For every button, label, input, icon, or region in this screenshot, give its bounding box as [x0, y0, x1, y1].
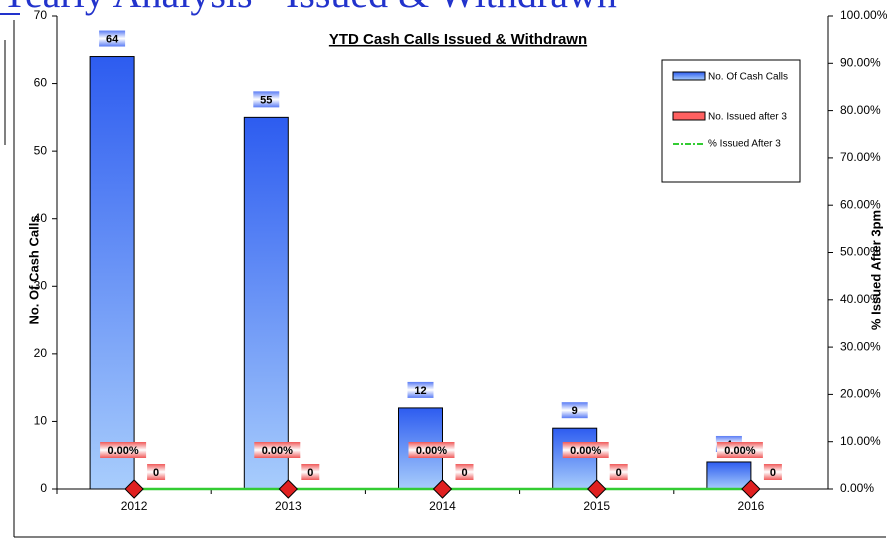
- x-tick-label: 2016: [738, 499, 765, 513]
- data-label-box: [562, 442, 609, 458]
- y2-tick-label: 70.00%: [840, 150, 881, 164]
- banner: Yearly Analysis - Issued & Withdrawn: [0, 0, 617, 16]
- y-tick-label: 0: [40, 481, 47, 495]
- data-label-box: [561, 402, 588, 419]
- y-tick-label: 30: [34, 278, 48, 292]
- data-label: 0: [770, 467, 776, 479]
- bar: [243, 116, 289, 490]
- y-axis-title: No. Of Cash Calls: [26, 215, 41, 324]
- y2-tick-label: 0.00%: [840, 481, 874, 495]
- y2-tick-label: 60.00%: [840, 197, 881, 211]
- legend-swatch: [672, 111, 706, 121]
- data-label: 0.00%: [107, 445, 138, 457]
- x-tick-label: 2014: [429, 499, 456, 513]
- bar: [706, 461, 752, 490]
- y2-tick-label: 100.00%: [840, 8, 888, 22]
- data-label-box: [408, 442, 455, 458]
- marker: [586, 479, 607, 499]
- data-label: 0: [307, 467, 313, 479]
- marker: [741, 479, 761, 499]
- legend-label: No. Issued after 3: [708, 112, 787, 123]
- data-label: 0.00%: [416, 445, 447, 457]
- legend-label: % Issued After 3: [708, 139, 781, 150]
- legend-swatch: [672, 71, 706, 81]
- data-label: 64: [106, 33, 119, 45]
- data-label: 0.00%: [262, 445, 293, 457]
- data-label-box: [99, 30, 126, 47]
- data-label-box: [100, 442, 147, 458]
- data-label: 9: [572, 405, 578, 417]
- data-label: 0: [616, 467, 622, 479]
- data-label-box: [147, 464, 166, 480]
- data-label: 0: [153, 467, 159, 479]
- bar: [552, 427, 598, 490]
- data-label-box: [455, 464, 474, 480]
- y2-tick-label: 20.00%: [840, 387, 881, 401]
- y-tick-label: 60: [34, 76, 48, 90]
- y2-tick-label: 40.00%: [840, 292, 881, 306]
- legend-label: No. Of Cash Calls: [708, 72, 788, 83]
- y2-tick-label: 30.00%: [840, 339, 881, 353]
- data-label-box: [253, 91, 280, 108]
- data-label: 12: [414, 385, 426, 397]
- data-label: 0.00%: [570, 445, 601, 457]
- data-label-box: [609, 464, 628, 480]
- y2-tick-label: 90.00%: [840, 55, 881, 69]
- marker: [278, 479, 299, 499]
- bar: [89, 56, 135, 490]
- y-tick-label: 20: [34, 346, 48, 360]
- data-label: 0: [461, 467, 467, 479]
- y2-tick-label: 50.00%: [840, 245, 881, 259]
- data-label-box: [763, 464, 782, 480]
- y2-tick-label: 10.00%: [840, 434, 881, 448]
- marker: [124, 479, 144, 499]
- data-label-box: [407, 381, 434, 398]
- y-tick-label: 40: [34, 211, 48, 225]
- x-tick-label: 2015: [583, 499, 610, 513]
- data-label-box: [301, 464, 320, 480]
- marker: [432, 479, 453, 499]
- x-tick-label: 2013: [275, 499, 302, 513]
- data-label-box: [254, 442, 301, 458]
- chart-title: YTD Cash Calls Issued & Withdrawn: [329, 31, 587, 48]
- y-tick-label: 10: [34, 414, 48, 428]
- data-label: 55: [260, 94, 272, 106]
- x-tick-label: 2012: [121, 499, 148, 513]
- y-tick-label: 70: [34, 8, 48, 22]
- data-label-box: [716, 442, 763, 458]
- data-label: 0.00%: [724, 445, 755, 457]
- y-tick-label: 50: [34, 143, 48, 157]
- y2-tick-label: 80.00%: [840, 103, 881, 117]
- y2-axis-title: % Issued After 3pm: [868, 210, 883, 330]
